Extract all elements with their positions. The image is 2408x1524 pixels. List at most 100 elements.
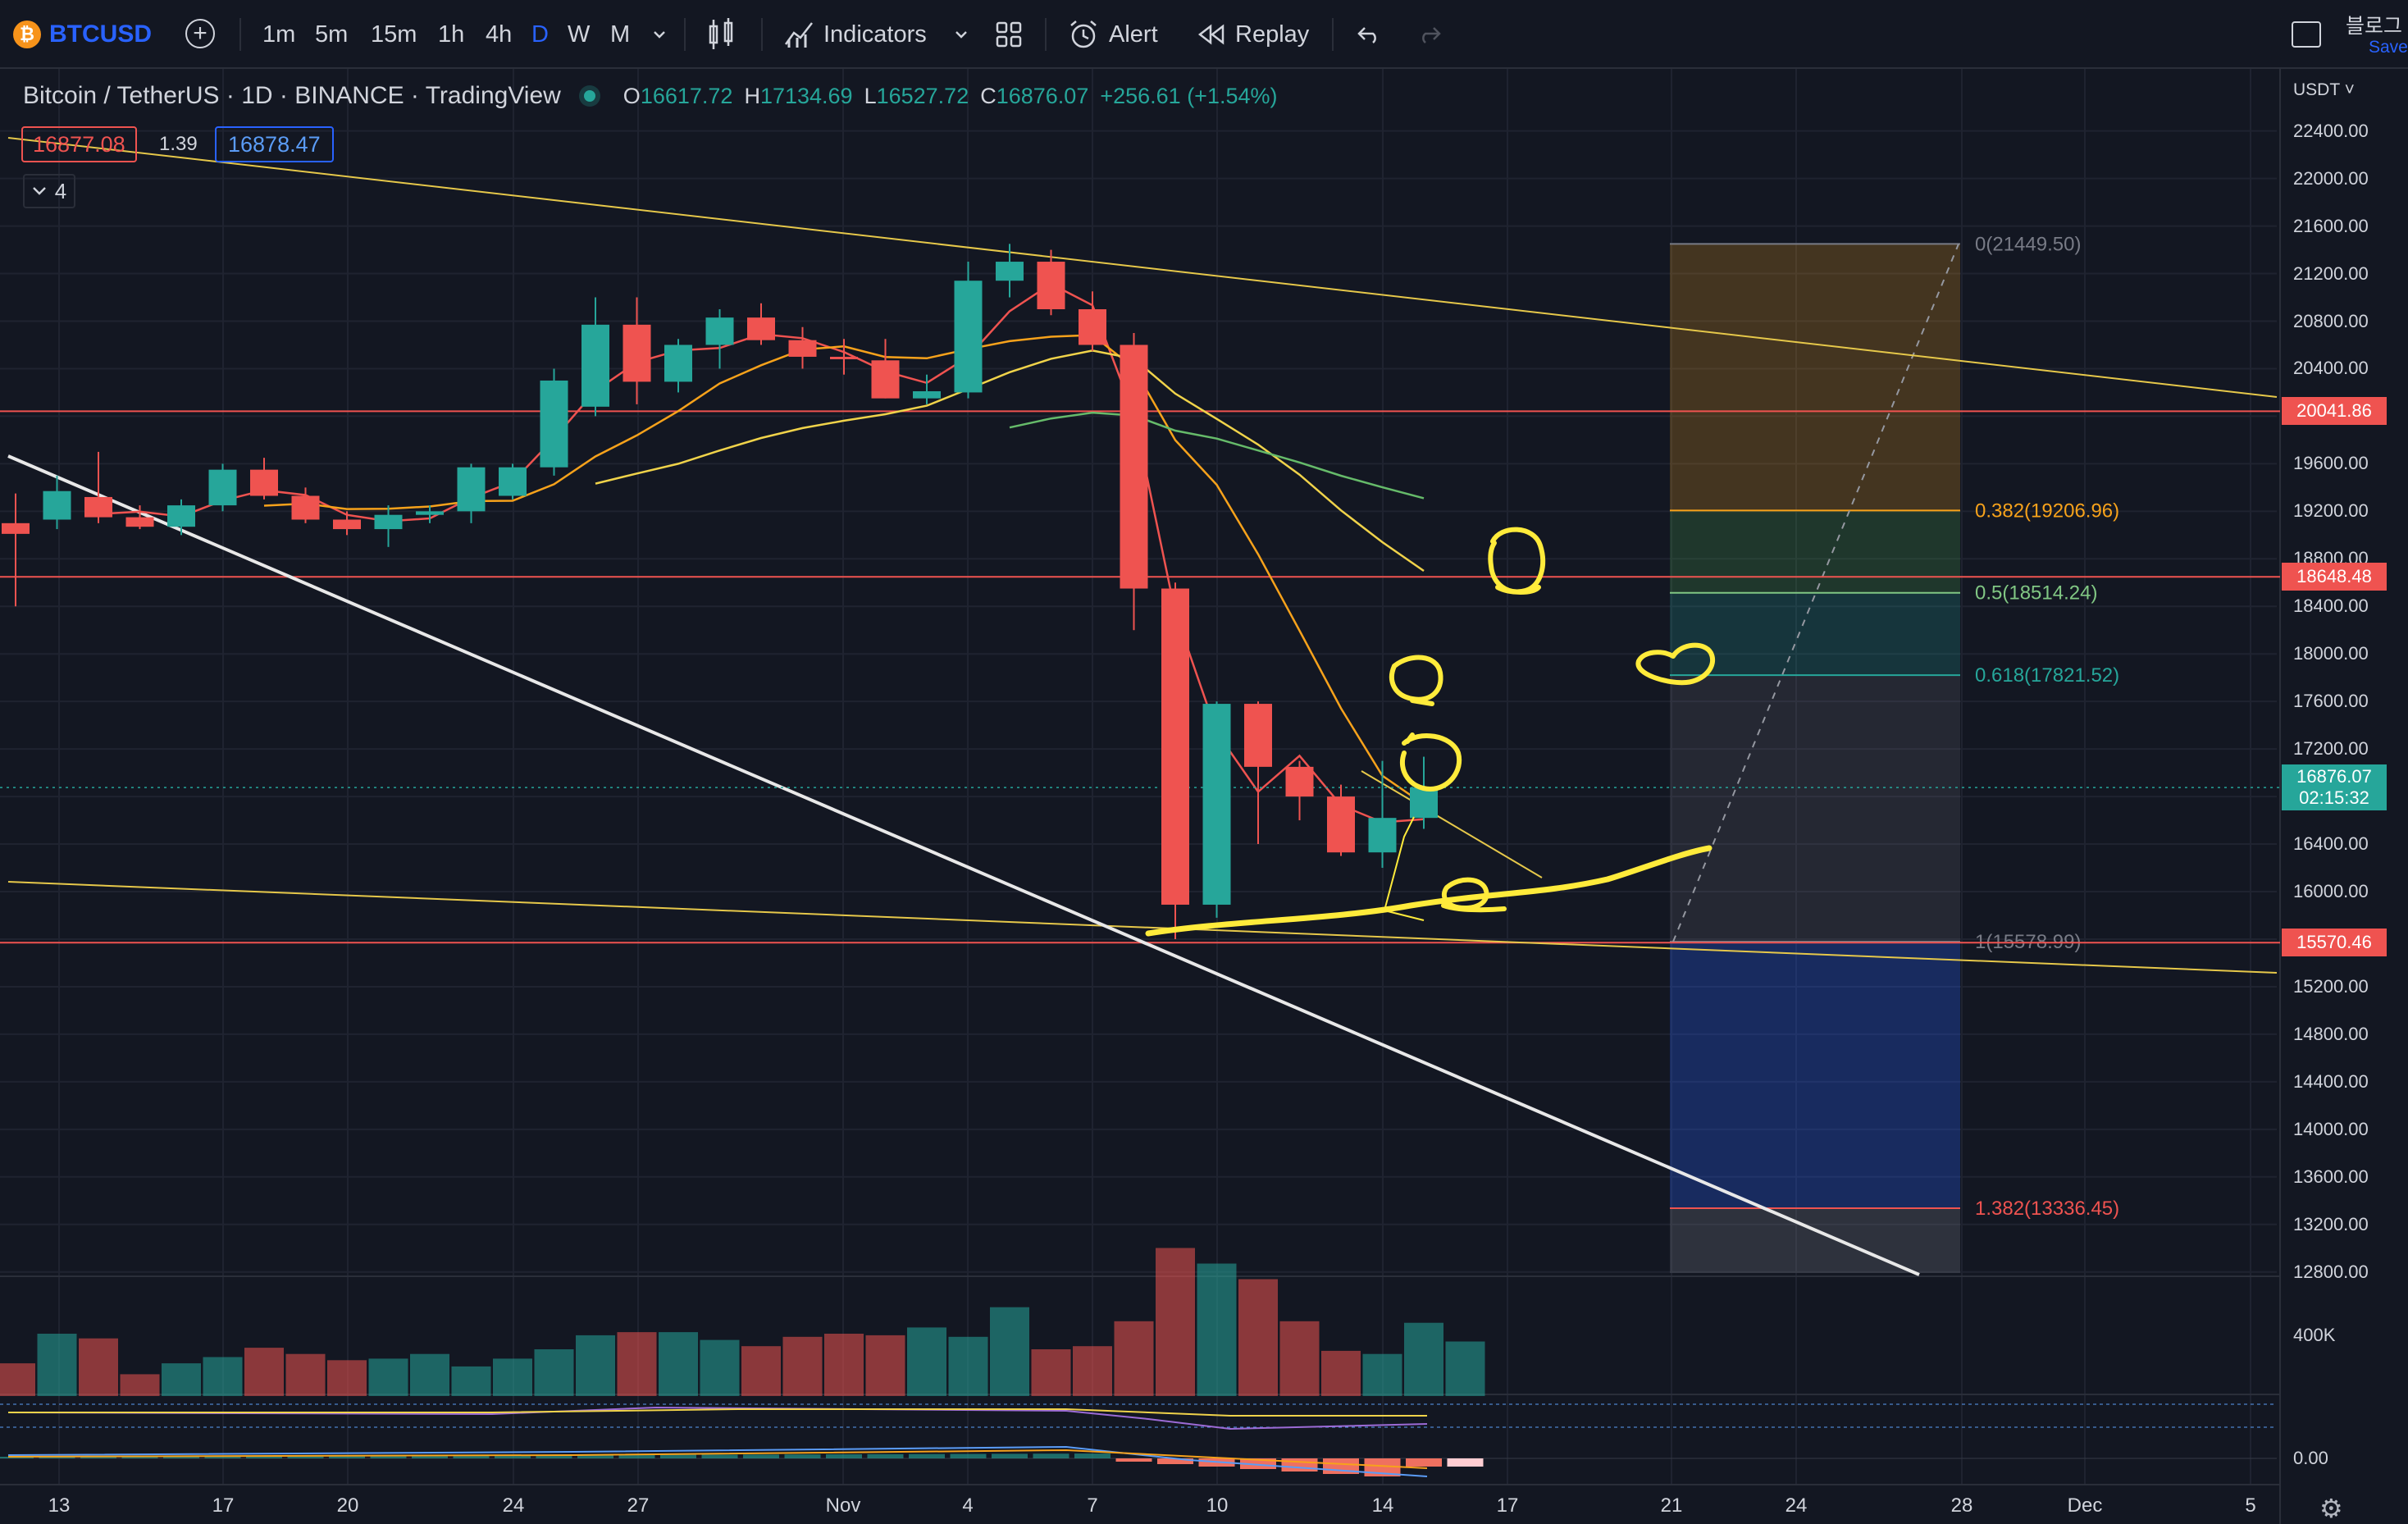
sell-price-button[interactable]: 16877.08 — [21, 126, 137, 162]
interval-d[interactable]: D — [531, 21, 549, 48]
price-tick-label: 21200.00 — [2293, 262, 2369, 284]
candle-body — [705, 317, 734, 345]
top-toolbar: ₿ BTCUSD + 1m 5m 15m 1h 4h D W M Indicat… — [0, 0, 2408, 69]
macd-line — [7, 1445, 1428, 1477]
volume-bar — [1114, 1321, 1154, 1396]
settings-gear-icon[interactable]: ⚙ — [2319, 1494, 2343, 1523]
toolbar-divider — [684, 18, 686, 51]
candle-body — [250, 469, 278, 496]
fib-level-label: 0(21449.50) — [1975, 233, 2081, 255]
fib-level-label: 0.382(19206.96) — [1975, 500, 2119, 522]
interval-15m[interactable]: 15m — [371, 21, 417, 48]
candle — [416, 505, 444, 523]
indicators-button[interactable]: Indicators — [784, 0, 927, 69]
legend-low: L16527.72 — [864, 83, 969, 108]
volume-bar — [907, 1327, 946, 1396]
macd-histogram-bar — [80, 1456, 116, 1458]
interval-1m[interactable]: 1m — [262, 21, 296, 48]
replay-button[interactable]: Replay — [1197, 0, 1309, 69]
indicator-collapse-button[interactable]: 4 — [23, 174, 75, 208]
fib-zone-0-0382 — [1670, 244, 1960, 511]
macd-histogram-bar — [784, 1454, 821, 1458]
volume-bar — [244, 1348, 284, 1396]
volume-bar — [327, 1360, 367, 1396]
time-tick-label: 4 — [962, 1494, 974, 1517]
interval-m[interactable]: M — [610, 21, 631, 48]
interval-1h[interactable]: 1h — [438, 21, 465, 48]
volume-bar — [741, 1346, 781, 1396]
candle-type-icon[interactable] — [707, 0, 735, 69]
fib-level-label: 0.618(17821.52) — [1975, 664, 2119, 687]
volume-bar — [79, 1338, 118, 1396]
price-tick-label: 16000.00 — [2293, 881, 2369, 902]
chart-canvas[interactable]: 0(21449.50) 0.382(19206.96) 0.5(18514.24) 0… — [0, 69, 2408, 1524]
compare-add-icon[interactable]: + — [185, 19, 215, 48]
hand-drawn-circle-mark — [1488, 527, 1546, 595]
candle-body — [1202, 704, 1231, 905]
candle — [1368, 760, 1397, 869]
price-tick-label: 21600.00 — [2293, 215, 2369, 236]
hand-drawn-wedge-line — [1384, 816, 1415, 911]
candle — [623, 297, 651, 404]
chart-legend: Bitcoin / TetherUS · 1D · BINANCE · Trad… — [23, 82, 1289, 110]
candle-body — [291, 495, 320, 520]
indicators-dropdown-chevron-icon[interactable] — [953, 0, 969, 69]
buy-price-button[interactable]: 16878.47 — [215, 126, 334, 162]
volume-bar — [1362, 1353, 1402, 1396]
volume-bar — [824, 1334, 864, 1396]
current-price-value: 16876.07 — [2296, 766, 2372, 787]
macd-histogram-bar — [412, 1455, 448, 1458]
white-trendline — [7, 454, 1920, 1276]
interval-5m[interactable]: 5m — [315, 21, 349, 48]
candle — [664, 339, 692, 393]
fib-zone-1-1382 — [1670, 942, 1960, 1208]
candle — [871, 339, 900, 399]
candle — [1410, 756, 1438, 829]
interval-4h[interactable]: 4h — [486, 21, 513, 48]
time-tick-label: 7 — [1087, 1494, 1098, 1517]
layouts-grid-icon[interactable] — [996, 0, 1022, 69]
save-label[interactable]: Save — [2369, 38, 2408, 57]
candle-body — [167, 505, 195, 527]
price-tick-label: 19200.00 — [2293, 500, 2369, 522]
time-tick-label: 17 — [1496, 1494, 1519, 1517]
candle — [2, 493, 30, 607]
bar-countdown: 02:15:32 — [2299, 787, 2369, 809]
fullscreen-icon[interactable] — [2292, 21, 2321, 48]
rsi-line — [7, 1406, 1428, 1430]
time-tick-label: 21 — [1660, 1494, 1683, 1517]
interval-w[interactable]: W — [568, 21, 591, 48]
macd-histogram-bar — [701, 1454, 738, 1458]
time-tick-label: 13 — [48, 1494, 71, 1517]
candle — [1037, 249, 1065, 316]
currency-selector[interactable]: USDT ˅ — [2293, 80, 2355, 99]
macd-histogram-bar — [0, 1457, 34, 1458]
macd-histogram-bar — [495, 1455, 531, 1458]
hand-drawn-wedge-line — [1384, 910, 1425, 921]
symbol-search-button[interactable]: ₿ BTCUSD — [13, 15, 152, 54]
alert-button[interactable]: Alert — [1068, 0, 1158, 69]
candle — [1202, 701, 1231, 918]
replay-label: Replay — [1235, 21, 1310, 48]
macd-histogram-bar — [536, 1455, 572, 1458]
volume-bar — [285, 1353, 326, 1396]
time-tick-label: 10 — [1206, 1494, 1229, 1517]
candle-body — [1410, 787, 1438, 819]
macd-histogram-bar — [204, 1456, 241, 1458]
time-tick-label: 14 — [1371, 1494, 1394, 1517]
price-tick-label: 20400.00 — [2293, 358, 2369, 379]
macd-histogram-bar — [950, 1453, 987, 1458]
ma-slow-line — [595, 349, 1425, 573]
price-tick-label: 13600.00 — [2293, 1166, 2369, 1187]
redo-icon[interactable] — [1417, 0, 1442, 69]
macd-histogram-bar — [743, 1454, 779, 1458]
volume-bar — [0, 1363, 35, 1396]
undo-icon[interactable] — [1357, 0, 1381, 69]
macd-histogram-bar — [1447, 1458, 1484, 1467]
blog-label: 블로그 — [2346, 15, 2403, 38]
volume-bar — [410, 1353, 449, 1396]
fib-level-label: 1.382(13336.45) — [1975, 1198, 2119, 1220]
hand-drawn-circle-mark — [1400, 732, 1462, 792]
volume-bar — [659, 1332, 698, 1396]
interval-dropdown-chevron-icon[interactable] — [651, 0, 668, 69]
